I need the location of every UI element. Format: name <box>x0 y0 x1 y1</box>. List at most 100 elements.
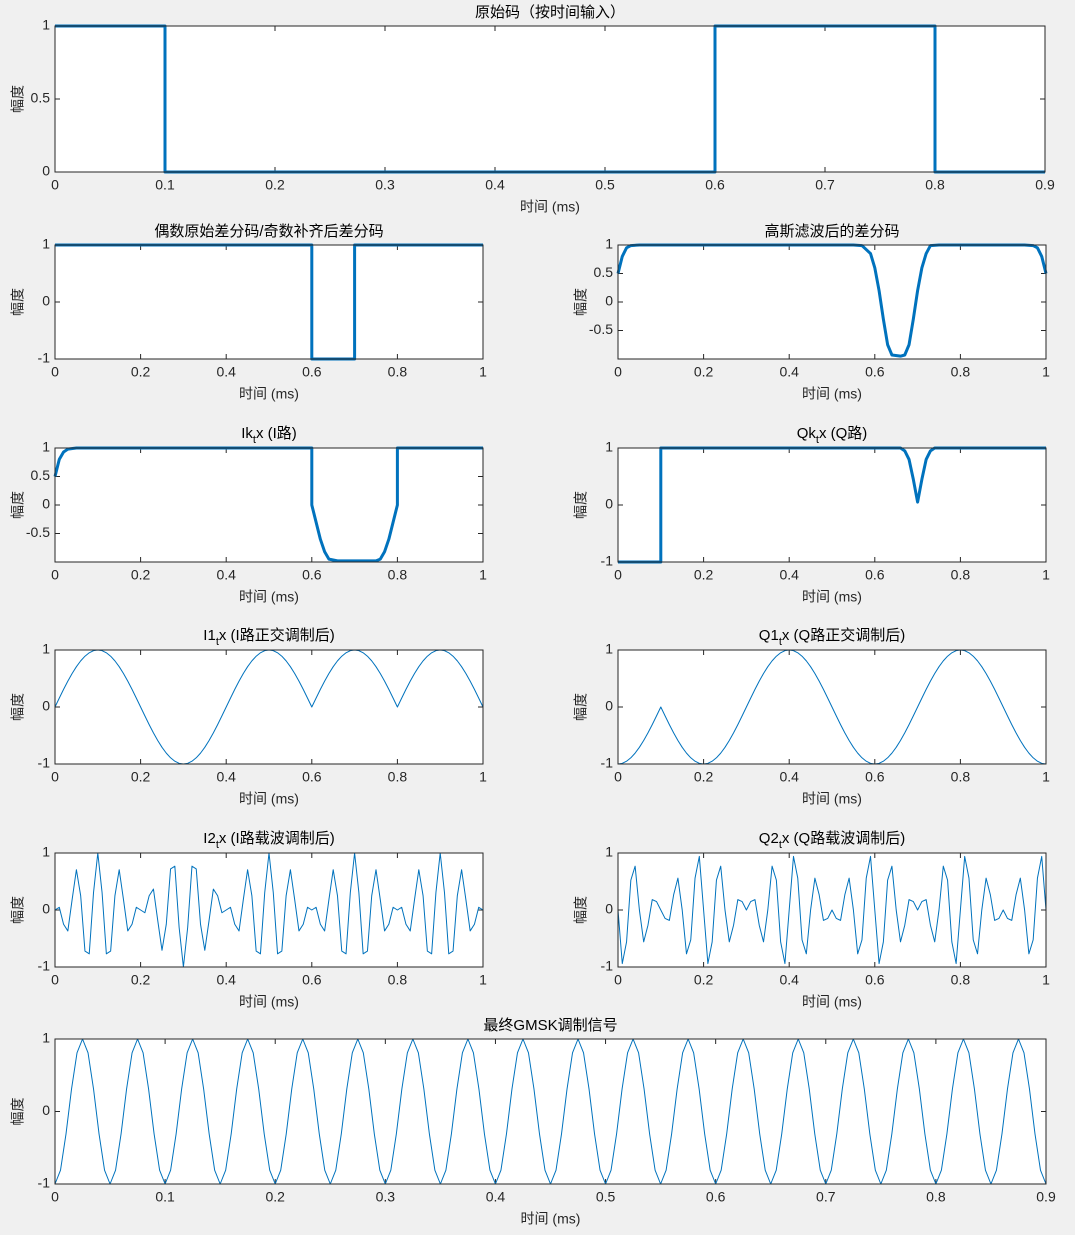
subplot: I1tx (I路正交调制后)时间 (ms)幅度0 0.2 0.4 0.6 0.8 1-10… <box>10 626 487 807</box>
x-tick-label: 0.6 <box>706 1189 726 1205</box>
x-tick-label: 0.8 <box>388 769 408 785</box>
x-tick-label: 0.2 <box>131 972 151 988</box>
axes-frame <box>617 649 1047 765</box>
y-tick-label: 0 <box>605 293 613 309</box>
x-tick-label: 0.3 <box>376 1189 396 1205</box>
subplot: Q2tx (Q路载波调制后)时间 (ms)幅度0 0.2 0.4 0.6 0.8 1-10… <box>573 830 1050 1010</box>
x-tick-label: 0.2 <box>265 1189 285 1205</box>
title-part: t <box>779 636 782 648</box>
axes-frame <box>617 244 1047 360</box>
x-axis-label: 时间 (ms) <box>239 994 299 1010</box>
x-tick-label: 0.4 <box>216 567 236 583</box>
x-tick-label: 1 <box>479 972 487 988</box>
y-tick-label: -1 <box>601 755 614 771</box>
subplot: Q1tx (Q路正交调制后)时间 (ms)幅度0 0.2 0.4 0.6 0.8 1-10… <box>573 626 1050 807</box>
x-tick-label: 0.4 <box>216 769 236 785</box>
y-axis-label: 幅度 <box>573 491 589 519</box>
title-part: Q2 <box>759 830 779 847</box>
x-tick-label: 0.8 <box>388 364 408 380</box>
subplot-title: 原始码（按时间输入） <box>475 4 625 21</box>
x-tick-label: 0.8 <box>951 364 971 380</box>
y-tick-label: 1 <box>42 17 50 33</box>
axes-frame <box>54 649 484 765</box>
axes-frame <box>617 447 1047 563</box>
x-tick-label: 0.2 <box>694 769 714 785</box>
x-axis-label: 时间 (ms) <box>802 791 862 807</box>
subplot-title: 最终GMSK调制信号 <box>483 1017 617 1034</box>
subplot-title: 高斯滤波后的差分码 <box>764 223 899 240</box>
y-tick-label: 1 <box>42 641 50 657</box>
y-tick-label: 1 <box>42 1030 50 1046</box>
axes-frame <box>54 244 484 360</box>
axes-background <box>54 649 484 765</box>
x-tick-label: 0.2 <box>694 567 714 583</box>
y-tick-label: 0 <box>42 1102 50 1118</box>
x-tick-label: 0 <box>51 972 59 988</box>
title-part: x (I路) <box>256 425 297 442</box>
x-tick-label: 1 <box>479 567 487 583</box>
x-tick-label: 0.5 <box>596 1189 616 1205</box>
title-part: I1 <box>203 627 216 644</box>
x-tick-label: 0.7 <box>815 177 835 193</box>
x-tick-label: 0 <box>51 364 59 380</box>
x-tick-label: 0.2 <box>265 177 285 193</box>
title-part: Q1 <box>759 627 779 644</box>
y-axis-label: 幅度 <box>10 85 26 113</box>
axes-background <box>54 852 484 968</box>
x-tick-label: 0.6 <box>865 567 885 583</box>
x-tick-label: 1 <box>479 769 487 785</box>
x-axis-label: 时间 (ms) <box>239 386 299 402</box>
y-tick-label: 1 <box>42 439 50 455</box>
y-tick-label: 0 <box>42 698 50 714</box>
x-tick-label: 0 <box>614 769 622 785</box>
y-tick-label: -0.5 <box>589 321 613 337</box>
x-tick-label: 0.6 <box>302 567 322 583</box>
x-tick-label: 0.4 <box>486 1189 506 1205</box>
y-axis-label: 幅度 <box>573 896 589 924</box>
axes-frame <box>54 25 1046 173</box>
y-axis-label: 幅度 <box>10 288 26 316</box>
x-tick-label: 0.4 <box>216 364 236 380</box>
x-tick-label: 0 <box>614 364 622 380</box>
x-tick-label: 0.8 <box>926 1189 946 1205</box>
title-part: x (Q路正交调制后) <box>782 626 905 644</box>
signal-line <box>55 24 1045 174</box>
y-tick-label: 0 <box>605 496 613 512</box>
y-tick-label: -1 <box>38 755 51 771</box>
x-tick-label: 0.8 <box>388 972 408 988</box>
x-tick-label: 0.7 <box>816 1189 836 1205</box>
x-tick-label: 0.4 <box>779 364 799 380</box>
subplot-title: Qktx (Q路) <box>797 425 868 446</box>
axes-background <box>617 244 1047 360</box>
y-tick-label: 0 <box>42 496 50 512</box>
x-tick-label: 0.6 <box>865 972 885 988</box>
subplot: Qktx (Q路)时间 (ms)幅度0 0.2 0.4 0.6 0.8 1-101 <box>573 425 1050 605</box>
y-tick-label: 0 <box>42 901 50 917</box>
axes-frame <box>54 1038 1047 1185</box>
signal-line <box>617 855 1047 965</box>
axes-frame <box>54 852 484 968</box>
x-axis-label: 时间 (ms) <box>802 589 862 605</box>
x-tick-label: 1 <box>1042 972 1050 988</box>
x-tick-label: 0 <box>51 769 59 785</box>
x-tick-label: 1 <box>479 364 487 380</box>
title-part: x (Q路载波调制后) <box>782 830 905 847</box>
x-tick-label: 0.2 <box>131 567 151 583</box>
x-tick-label: 0.8 <box>388 567 408 583</box>
x-axis-label: 时间 (ms) <box>802 386 862 402</box>
x-tick-label: 0.9 <box>1035 177 1055 193</box>
title-part: I2 <box>203 830 216 847</box>
title-part: t <box>253 434 256 446</box>
axes-background <box>54 1038 1047 1185</box>
x-tick-label: 1 <box>1042 364 1050 380</box>
y-axis-label: 幅度 <box>10 1098 26 1126</box>
x-tick-label: 0.6 <box>302 364 322 380</box>
axes-background <box>54 25 1046 173</box>
title-part: x (I路载波调制后) <box>219 830 335 847</box>
x-tick-label: 0 <box>51 177 59 193</box>
x-tick-label: 0.8 <box>951 972 971 988</box>
x-tick-label: 0.8 <box>951 567 971 583</box>
x-tick-label: 0 <box>614 567 622 583</box>
